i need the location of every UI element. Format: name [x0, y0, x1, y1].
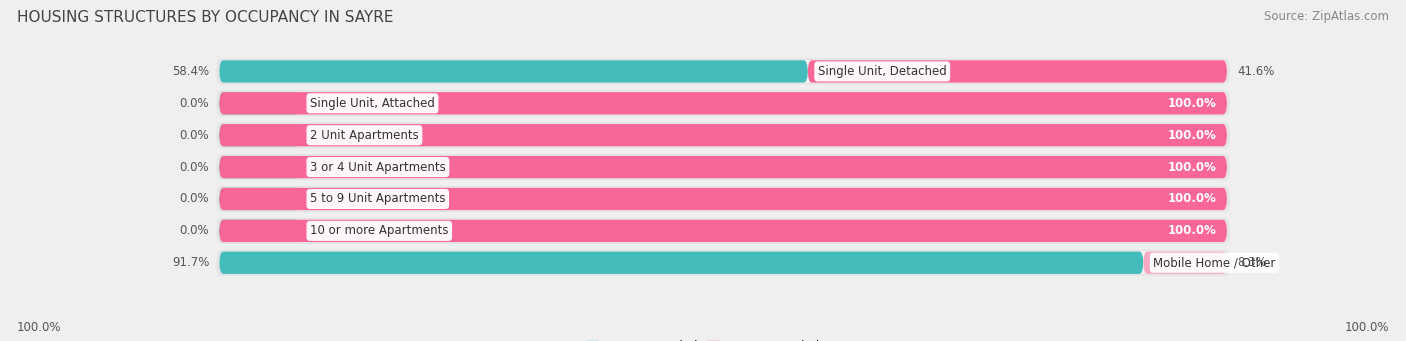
FancyBboxPatch shape [219, 220, 1227, 242]
Text: 91.7%: 91.7% [172, 256, 209, 269]
Text: 100.0%: 100.0% [17, 321, 62, 334]
FancyBboxPatch shape [219, 60, 1227, 83]
FancyBboxPatch shape [219, 124, 1227, 146]
Legend: Owner-occupied, Renter-occupied: Owner-occupied, Renter-occupied [586, 340, 820, 341]
Text: 41.6%: 41.6% [1237, 65, 1274, 78]
FancyBboxPatch shape [219, 188, 1227, 210]
FancyBboxPatch shape [219, 156, 1227, 178]
FancyBboxPatch shape [1143, 252, 1227, 274]
FancyBboxPatch shape [219, 252, 1143, 274]
Text: 5 to 9 Unit Apartments: 5 to 9 Unit Apartments [311, 192, 446, 206]
Text: 100.0%: 100.0% [1168, 192, 1218, 206]
Text: 0.0%: 0.0% [180, 97, 209, 110]
Text: 100.0%: 100.0% [1168, 129, 1218, 142]
FancyBboxPatch shape [217, 218, 1230, 244]
Text: 100.0%: 100.0% [1168, 224, 1218, 237]
FancyBboxPatch shape [217, 122, 1230, 148]
FancyBboxPatch shape [219, 252, 1227, 274]
FancyBboxPatch shape [217, 186, 1230, 212]
FancyBboxPatch shape [219, 124, 1227, 146]
FancyBboxPatch shape [219, 188, 299, 210]
FancyBboxPatch shape [217, 58, 1230, 85]
FancyBboxPatch shape [219, 60, 808, 83]
FancyBboxPatch shape [217, 90, 1230, 116]
FancyBboxPatch shape [219, 92, 299, 115]
Text: 58.4%: 58.4% [172, 65, 209, 78]
FancyBboxPatch shape [219, 156, 1227, 178]
FancyBboxPatch shape [219, 156, 299, 178]
FancyBboxPatch shape [217, 154, 1230, 180]
Text: Single Unit, Attached: Single Unit, Attached [311, 97, 434, 110]
Text: 0.0%: 0.0% [180, 129, 209, 142]
FancyBboxPatch shape [219, 92, 1227, 115]
Text: 10 or more Apartments: 10 or more Apartments [311, 224, 449, 237]
Text: 100.0%: 100.0% [1344, 321, 1389, 334]
Text: 0.0%: 0.0% [180, 224, 209, 237]
FancyBboxPatch shape [219, 92, 1227, 115]
Text: 0.0%: 0.0% [180, 192, 209, 206]
Text: 100.0%: 100.0% [1168, 161, 1218, 174]
FancyBboxPatch shape [808, 60, 1227, 83]
Text: 0.0%: 0.0% [180, 161, 209, 174]
FancyBboxPatch shape [219, 188, 1227, 210]
Text: 8.3%: 8.3% [1237, 256, 1267, 269]
Text: 2 Unit Apartments: 2 Unit Apartments [311, 129, 419, 142]
FancyBboxPatch shape [219, 220, 1227, 242]
Text: HOUSING STRUCTURES BY OCCUPANCY IN SAYRE: HOUSING STRUCTURES BY OCCUPANCY IN SAYRE [17, 10, 394, 25]
FancyBboxPatch shape [219, 124, 299, 146]
Text: 3 or 4 Unit Apartments: 3 or 4 Unit Apartments [311, 161, 446, 174]
Text: 100.0%: 100.0% [1168, 97, 1218, 110]
FancyBboxPatch shape [217, 250, 1230, 276]
Text: Source: ZipAtlas.com: Source: ZipAtlas.com [1264, 10, 1389, 23]
FancyBboxPatch shape [219, 220, 299, 242]
Text: Mobile Home / Other: Mobile Home / Other [1153, 256, 1275, 269]
Text: Single Unit, Detached: Single Unit, Detached [818, 65, 946, 78]
